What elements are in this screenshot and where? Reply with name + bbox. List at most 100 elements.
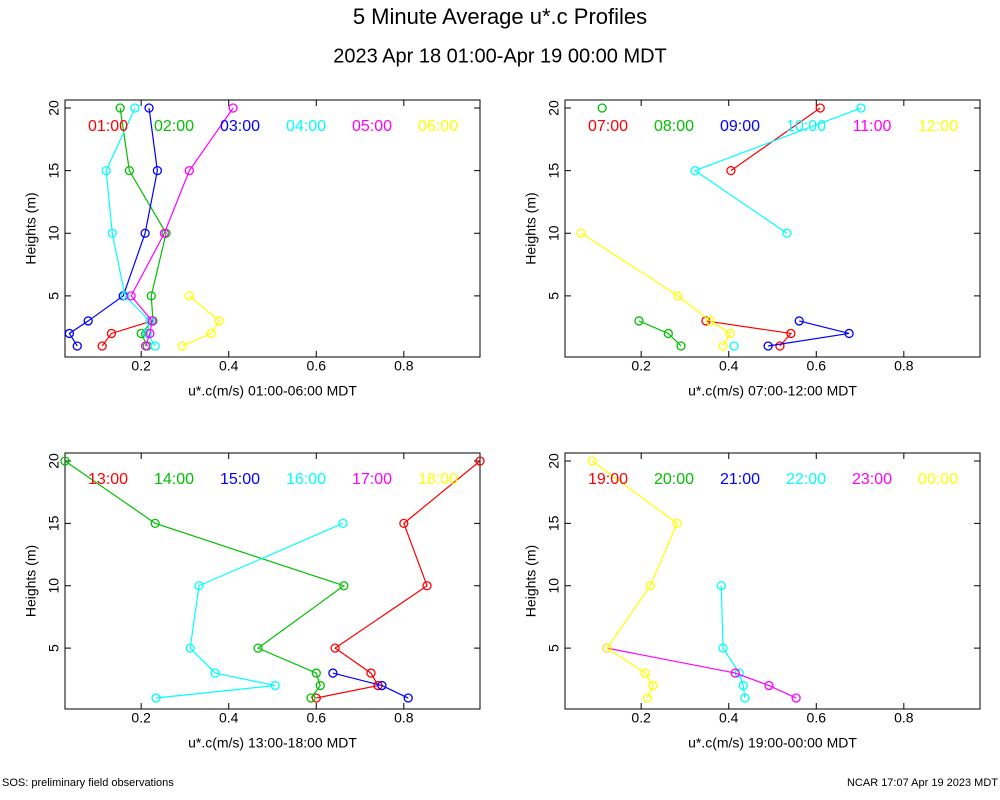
y-tick-label: 10 [546,225,562,241]
data-point [311,668,321,678]
x-tick-label: 0.4 [219,358,239,374]
data-point [177,341,187,351]
data-point [152,165,163,176]
data-point [663,328,673,339]
x-axis-label: u*.c(m/s) 01:00-06:00 MDT [188,383,357,399]
data-point [587,456,597,466]
legend-label: 18:00 [418,471,458,488]
data-point [140,228,150,238]
x-tick-label: 0.8 [394,358,414,374]
data-point [645,581,656,591]
plot-frame [64,452,481,710]
data-point [339,581,349,591]
x-tick-label: 0.6 [307,358,327,374]
data-point [151,693,161,703]
data-point [306,693,316,703]
x-tick-label: 0.2 [631,358,651,374]
data-point [729,341,739,351]
series-line [101,320,153,347]
data-point [648,680,658,691]
y-tick-label: 20 [546,453,562,469]
legend-label: 13:00 [88,471,128,488]
y-tick-label: 10 [46,225,62,241]
legend-label: 14:00 [154,471,194,488]
y-tick-label: 10 [546,578,562,594]
legend-label: 20:00 [654,471,694,488]
data-point [740,693,750,703]
series-line [119,107,167,347]
legend-label: 05:00 [352,118,392,135]
data-point [399,518,409,529]
legend-label: 16:00 [286,471,326,488]
data-point [145,328,155,339]
data-point [72,341,82,351]
data-point [311,693,321,703]
series-line [68,107,158,347]
legend-label: 07:00 [588,118,628,135]
data-point [115,103,125,113]
x-tick-label: 0.8 [894,710,914,726]
x-tick-label: 0.2 [631,710,651,726]
y-tick-label: 15 [46,163,62,179]
series-line [638,320,682,347]
y-tick-label: 5 [546,644,562,652]
series-line [105,107,156,347]
data-point [142,328,152,339]
data-point [146,291,156,301]
plot-frame [564,452,981,710]
data-point [815,103,825,113]
data-point [764,680,774,691]
x-tick-label: 0.4 [219,710,239,726]
data-point [107,228,117,238]
series-line [606,647,797,699]
series-line [130,107,234,347]
data-point [475,456,485,466]
data-point [159,228,170,238]
data-point [120,291,130,301]
y-tick-label: 20 [46,453,62,469]
series-line [332,672,409,699]
data-point [64,328,75,339]
legend-label: 00:00 [918,471,958,488]
plot-frame [564,99,981,358]
data-point [150,518,160,529]
series-line [768,320,850,347]
series-line [730,107,821,172]
y-axis-label: Heights (m) [23,192,39,264]
data-point [106,328,117,339]
legend-label: 11:00 [853,118,892,135]
legend-label: 03:00 [220,118,260,135]
legend-label: 22:00 [786,471,826,488]
data-point [676,341,686,351]
y-axis-label: Heights (m) [523,192,539,264]
x-axis-label: u*.c(m/s) 07:00-12:00 MDT [688,383,857,399]
data-point [791,693,801,703]
legend-label: 17:00 [352,471,392,488]
series-line [705,320,793,347]
data-point [634,316,644,326]
data-point [725,328,735,339]
data-point [690,165,700,176]
data-point [83,316,93,326]
data-point [253,643,263,653]
x-tick-label: 0.4 [719,710,739,726]
y-tick-label: 10 [46,578,62,594]
x-tick-label: 0.2 [131,710,151,726]
y-tick-label: 15 [546,515,562,531]
legend-label: 15:00 [220,471,260,488]
x-tick-label: 0.8 [894,358,914,374]
data-point [782,228,792,238]
data-point [642,693,652,703]
data-point [206,328,216,339]
data-point [705,316,715,326]
data-point [60,456,70,466]
data-point [97,341,107,351]
legend-label: 10:00 [786,118,826,135]
data-point [738,680,748,691]
data-point [726,165,736,176]
y-tick-label: 5 [546,292,562,300]
y-tick-label: 5 [46,644,62,652]
data-point [786,328,796,339]
series-line [155,522,344,699]
